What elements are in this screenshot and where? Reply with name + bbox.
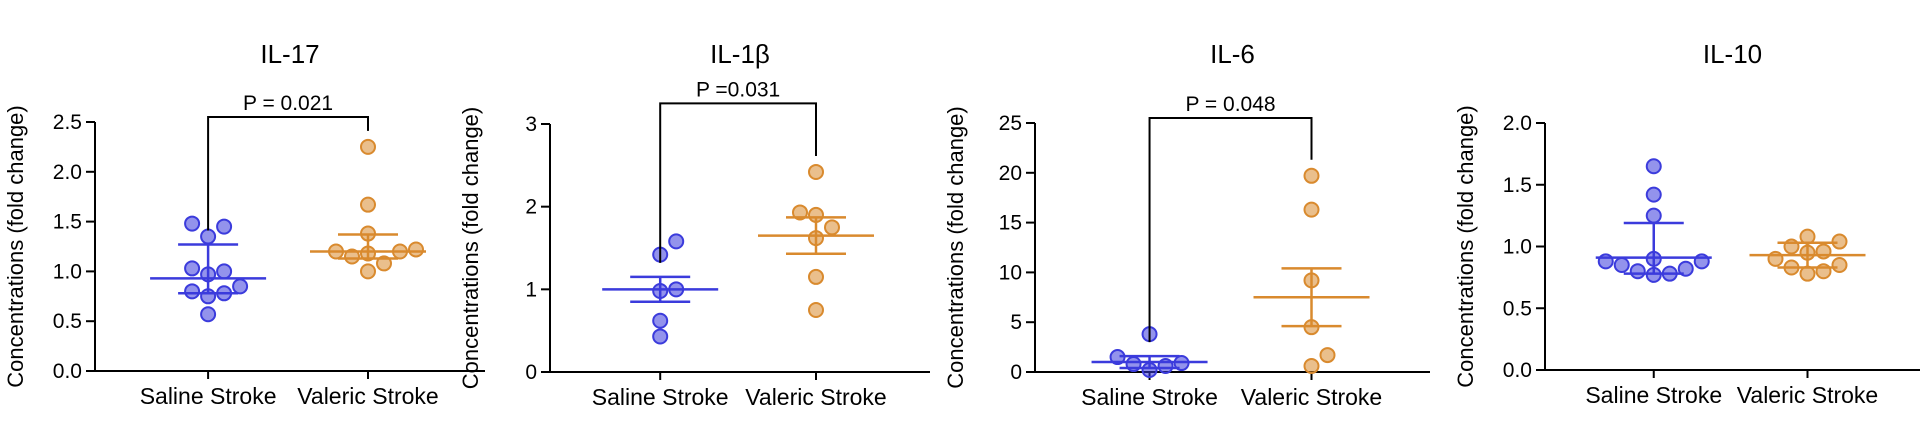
data-point bbox=[232, 278, 249, 295]
y-tick-label: 3 bbox=[525, 113, 537, 136]
data-point bbox=[808, 268, 824, 285]
x-tick-label: Valeric Stroke bbox=[745, 384, 886, 410]
chart-panel-4: IL-10 Concentrations (fold change) 0.0 0.5 1… bbox=[1453, 39, 1920, 408]
x-tick-label: Saline Stroke bbox=[1081, 384, 1218, 410]
y-tick-label: 2.0 bbox=[1503, 112, 1532, 135]
y-axis-label: Concentrations (fold change) bbox=[3, 105, 28, 388]
y-tick-label: 15 bbox=[999, 212, 1022, 235]
data-point bbox=[376, 255, 392, 272]
x-tick-label: Saline Stroke bbox=[1585, 382, 1722, 408]
data-point bbox=[216, 218, 233, 235]
p-value-label: P =0.031 bbox=[696, 78, 780, 101]
data-point bbox=[668, 233, 685, 250]
x-tick-label: Saline Stroke bbox=[592, 384, 729, 410]
data-point bbox=[184, 215, 201, 232]
data-point bbox=[1303, 167, 1320, 184]
chart-panel-3: IL-6 Concentrations (fold change) 0 5 10 15 20… bbox=[943, 39, 1430, 410]
y-tick-label: 0.0 bbox=[53, 360, 82, 383]
data-point bbox=[408, 241, 424, 258]
data-point bbox=[792, 204, 808, 221]
y-tick-label: 0.0 bbox=[1503, 359, 1532, 382]
y-tick-label: 0.5 bbox=[53, 310, 82, 333]
chart-title: IL-17 bbox=[260, 39, 319, 69]
data-point bbox=[1831, 257, 1848, 274]
data-point bbox=[1677, 260, 1694, 277]
y-axis-label: Concentrations (fold change) bbox=[458, 107, 483, 390]
data-point bbox=[360, 196, 376, 213]
x-tick-label: Saline Stroke bbox=[140, 383, 277, 409]
chart-panel-2: IL-1β Concentrations (fold change) 0 1 2 3 Sal… bbox=[458, 39, 930, 410]
chart-title: IL-1β bbox=[710, 39, 770, 69]
data-point bbox=[1303, 201, 1320, 218]
y-tick-label: 25 bbox=[999, 112, 1022, 135]
p-value-label: P = 0.048 bbox=[1185, 93, 1275, 116]
data-point bbox=[200, 306, 217, 323]
significance-bracket bbox=[207, 116, 369, 231]
y-tick-label: 2 bbox=[525, 196, 537, 219]
y-tick-label: 5 bbox=[1010, 311, 1022, 334]
y-tick-label: 0.5 bbox=[1503, 297, 1532, 320]
p-value-label: P = 0.021 bbox=[243, 92, 333, 115]
x-tick-label: Valeric Stroke bbox=[1241, 384, 1382, 410]
chart-panel-1: IL-17 Concentrations (fold change) 0.0 0.5 1… bbox=[3, 39, 485, 409]
chart-title: IL-6 bbox=[1210, 39, 1255, 69]
data-point bbox=[1303, 358, 1320, 375]
data-point bbox=[1629, 263, 1646, 280]
data-point bbox=[808, 163, 824, 180]
data-point bbox=[1799, 265, 1816, 282]
data-point bbox=[184, 260, 201, 277]
y-tick-label: 10 bbox=[999, 261, 1022, 284]
y-tick-label: 0 bbox=[525, 361, 537, 384]
y-tick-label: 1 bbox=[525, 278, 537, 301]
y-tick-label: 1.5 bbox=[53, 211, 82, 234]
y-tick-label: 2.5 bbox=[53, 111, 82, 134]
data-point bbox=[344, 248, 360, 265]
y-tick-label: 1.0 bbox=[1503, 236, 1532, 259]
y-tick-label: 1.5 bbox=[1503, 174, 1532, 197]
data-point bbox=[1319, 347, 1336, 364]
x-tick-label: Valeric Stroke bbox=[1737, 382, 1878, 408]
x-tick-label: Valeric Stroke bbox=[297, 383, 438, 409]
data-point bbox=[1799, 228, 1816, 245]
data-point bbox=[1645, 207, 1662, 224]
data-point bbox=[824, 219, 840, 236]
data-point bbox=[1645, 186, 1662, 203]
significance-bracket bbox=[1148, 117, 1313, 343]
data-point bbox=[652, 312, 669, 329]
y-tick-label: 2.0 bbox=[53, 161, 82, 184]
data-point bbox=[200, 228, 217, 245]
data-point bbox=[652, 328, 669, 345]
data-point bbox=[808, 302, 824, 318]
y-tick-label: 0 bbox=[1010, 361, 1022, 384]
data-point bbox=[360, 138, 376, 155]
y-axis-label: Concentrations (fold change) bbox=[1453, 105, 1478, 388]
data-point bbox=[184, 283, 201, 300]
data-point bbox=[1645, 158, 1662, 175]
significance-bracket bbox=[659, 102, 817, 263]
data-point bbox=[360, 263, 376, 280]
y-tick-label: 1.0 bbox=[53, 260, 82, 283]
y-axis-label: Concentrations (fold change) bbox=[943, 106, 968, 389]
y-tick-label: 20 bbox=[999, 162, 1022, 185]
chart-title: IL-10 bbox=[1703, 39, 1762, 69]
data-point bbox=[1613, 257, 1630, 274]
data-point bbox=[216, 263, 233, 280]
